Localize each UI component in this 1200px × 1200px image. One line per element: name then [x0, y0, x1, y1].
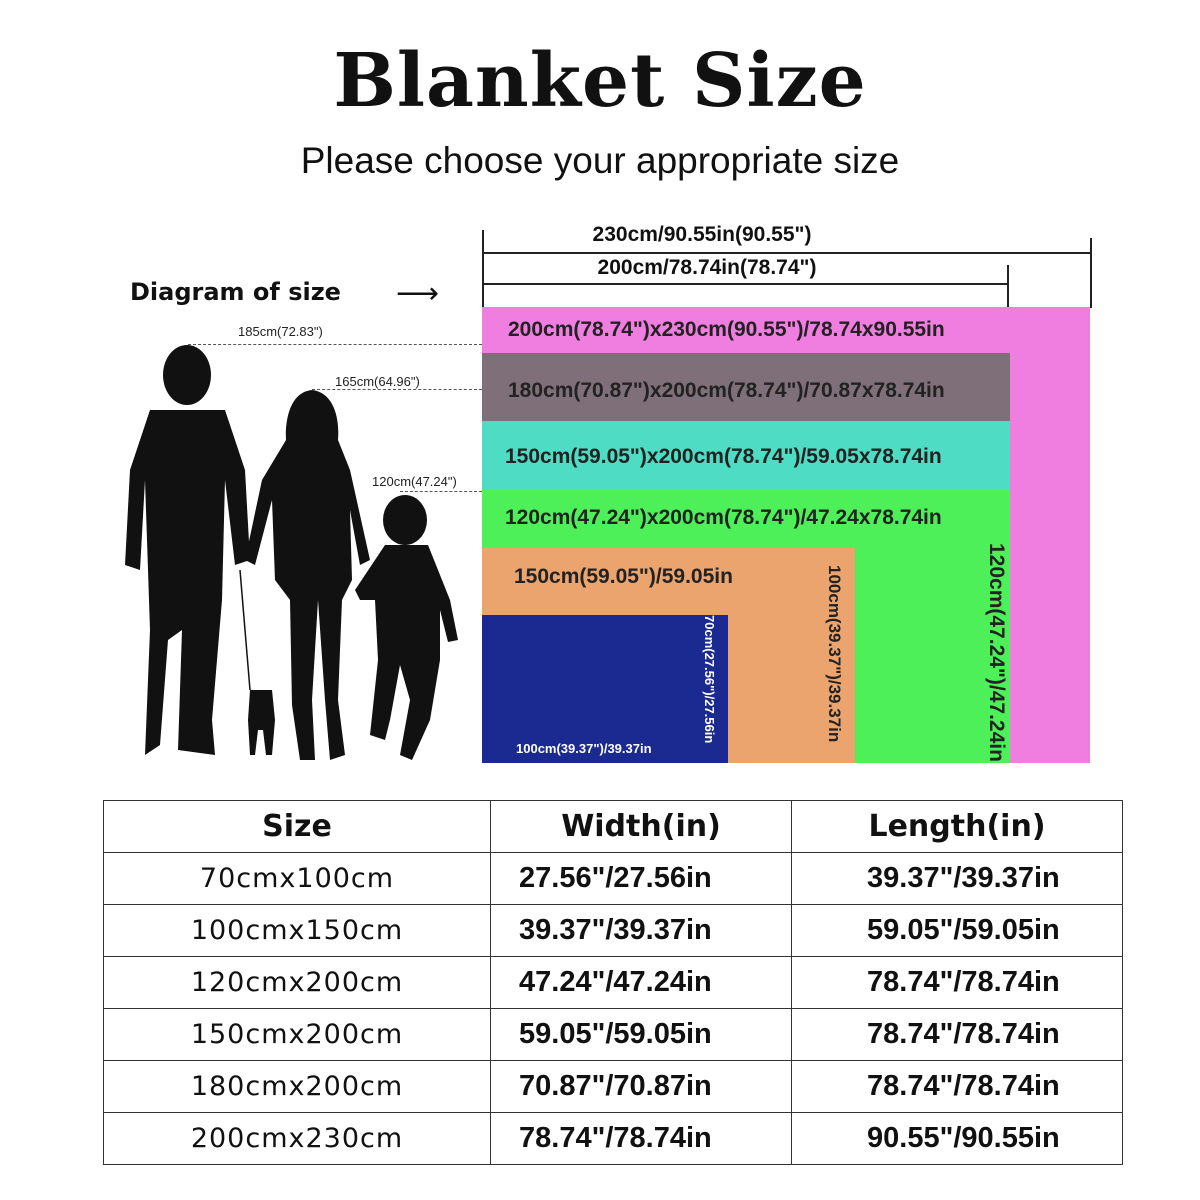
table-row: 70cmx100cm 27.56"/27.56in 39.37"/39.37in	[103, 852, 1123, 905]
cell-size: 70cmx100cm	[103, 852, 491, 905]
page-title: Blanket Size	[333, 38, 867, 124]
dim-line	[1007, 265, 1009, 307]
table-row: 150cmx200cm 59.05"/59.05in 78.74"/78.74in	[103, 1008, 1123, 1061]
table-header-row: Size Width(in) Length(in)	[103, 800, 1123, 853]
height-line	[188, 344, 482, 345]
woman-silhouette	[245, 390, 370, 760]
dim-line	[482, 252, 1090, 254]
header-size: Size	[103, 800, 491, 853]
cell-length: 78.74"/78.74in	[791, 1008, 1123, 1061]
blanket-label: 180cm(70.87")x200cm(78.74")/70.87x78.74i…	[508, 379, 945, 402]
table-row: 120cmx200cm 47.24"/47.24in 78.74"/78.74in	[103, 956, 1123, 1009]
cell-length: 39.37"/39.37in	[791, 852, 1123, 905]
height-label: 165cm(64.96")	[335, 374, 420, 389]
dim-label-230: 230cm/90.55in(90.55")	[592, 223, 812, 246]
cell-width: 59.05"/59.05in	[490, 1008, 792, 1061]
cell-width: 70.87"/70.87in	[490, 1060, 792, 1113]
cell-size: 180cmx200cm	[103, 1060, 491, 1113]
blanket-side-label: 100cm(39.37")/39.37in	[825, 565, 844, 743]
diagram-label: Diagram of size	[130, 278, 341, 306]
blanket-70x100	[482, 615, 728, 763]
dim-label-200: 200cm/78.74in(78.74")	[597, 256, 817, 279]
cell-length: 78.74"/78.74in	[791, 956, 1123, 1009]
child-silhouette	[355, 495, 458, 760]
cell-width: 27.56"/27.56in	[490, 852, 792, 905]
header-length: Length(in)	[791, 800, 1123, 853]
blanket-label: 120cm(47.24")x200cm(78.74")/47.24x78.74i…	[505, 506, 942, 529]
blanket-150x200	[482, 421, 1010, 490]
cell-size: 100cmx150cm	[103, 904, 491, 957]
table-row: 200cmx230cm 78.74"/78.74in 90.55"/90.55in	[103, 1112, 1123, 1165]
blanket-label: 100cm(39.37")/39.37in	[516, 741, 652, 756]
size-table: Size Width(in) Length(in) 70cmx100cm 27.5…	[103, 800, 1123, 1165]
blanket-label: 150cm(59.05")/59.05in	[514, 565, 733, 588]
cell-width: 78.74"/78.74in	[490, 1112, 792, 1165]
header-width: Width(in)	[490, 800, 792, 853]
height-label: 185cm(72.83")	[238, 324, 323, 339]
subtitle: Please choose your appropriate size	[300, 140, 900, 181]
dim-line	[482, 283, 1007, 285]
leash	[239, 569, 251, 691]
table-row: 100cmx150cm 39.37"/39.37in 59.05"/59.05in	[103, 904, 1123, 957]
height-label: 120cm(47.24")	[372, 474, 457, 489]
cell-length: 90.55"/90.55in	[791, 1112, 1123, 1165]
table-row: 180cmx200cm 70.87"/70.87in 78.74"/78.74in	[103, 1060, 1123, 1113]
dim-line	[1090, 238, 1092, 308]
blanket-label: 200cm(78.74")x230cm(90.55")/78.74x90.55i…	[508, 318, 945, 341]
blanket-side-label: 70cm(27.56")/27.56in	[702, 615, 717, 744]
height-line	[400, 491, 482, 492]
man-silhouette	[125, 345, 250, 755]
cell-size: 120cmx200cm	[103, 956, 491, 1009]
cell-width: 47.24"/47.24in	[490, 956, 792, 1009]
dog-silhouette	[248, 690, 275, 755]
height-line	[312, 389, 482, 390]
cell-length: 78.74"/78.74in	[791, 1060, 1123, 1113]
dim-line	[482, 230, 484, 307]
cell-size: 200cmx230cm	[103, 1112, 491, 1165]
cell-size: 150cmx200cm	[103, 1008, 491, 1061]
cell-length: 59.05"/59.05in	[791, 904, 1123, 957]
blanket-label: 150cm(59.05")x200cm(78.74")/59.05x78.74i…	[505, 445, 942, 468]
arrow-right-icon: ⟶	[396, 277, 440, 310]
blanket-side-label: 120cm(47.24")/47.24in	[985, 543, 1008, 762]
blanket-180x200	[482, 353, 1010, 421]
cell-width: 39.37"/39.37in	[490, 904, 792, 957]
family-silhouette	[125, 345, 458, 760]
